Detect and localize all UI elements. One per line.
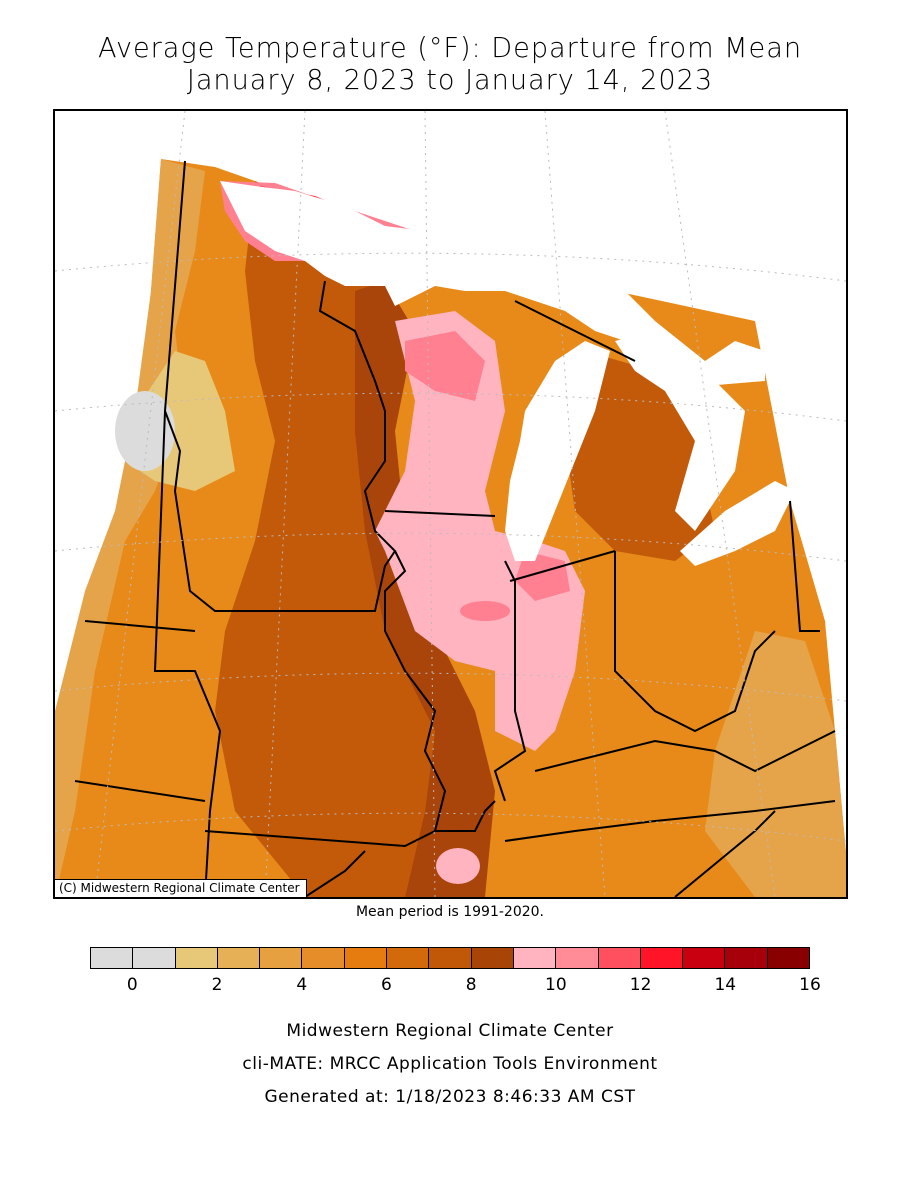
legend-cell-0 bbox=[91, 948, 134, 968]
legend-tick-label: 10 bbox=[545, 975, 567, 995]
legend-tick-label: 14 bbox=[714, 975, 737, 995]
temperature-departure-map bbox=[55, 111, 846, 897]
region-pink-south bbox=[436, 848, 480, 884]
region-rose-in bbox=[515, 551, 570, 601]
legend-tick-label: 12 bbox=[629, 975, 652, 995]
legend-tick-label: 2 bbox=[211, 975, 223, 995]
map-date-range: January 8, 2023 to January 14, 2023 bbox=[186, 63, 714, 96]
legend-cell-16 bbox=[767, 948, 810, 968]
region-rose-il bbox=[460, 601, 510, 621]
copyright-label: (C) Midwestern Regional Climate Center bbox=[55, 879, 307, 897]
region-gray bbox=[115, 391, 175, 471]
legend-cell-10 bbox=[513, 948, 557, 968]
legend-tick-label: 8 bbox=[465, 975, 477, 995]
legend-cell-11 bbox=[556, 948, 599, 968]
legend-cell-7 bbox=[387, 948, 430, 968]
color-legend-bar bbox=[90, 947, 810, 969]
canada-region bbox=[205, 111, 846, 351]
legend-cell-6 bbox=[344, 948, 388, 968]
lake-michigan bbox=[505, 341, 610, 561]
legend-cell-13 bbox=[640, 948, 684, 968]
map-title: Average Temperature (°F): Departure from… bbox=[97, 31, 803, 64]
legend-tick-label: 0 bbox=[126, 975, 138, 995]
legend-cell-4 bbox=[260, 948, 303, 968]
lake-superior bbox=[220, 181, 765, 386]
legend-cell-2 bbox=[175, 948, 218, 968]
footer-organization: Midwestern Regional Climate Center bbox=[286, 1021, 614, 1041]
footer-application: cli-MATE: MRCC Application Tools Environ… bbox=[242, 1054, 658, 1074]
mean-period-note: Mean period is 1991-2020. bbox=[355, 904, 545, 920]
lake-erie bbox=[680, 481, 795, 566]
legend-cell-14 bbox=[683, 948, 726, 968]
footer-generated-time: Generated at: 1/18/2023 8:46:33 AM CST bbox=[264, 1087, 636, 1107]
map-frame: (C) Midwestern Regional Climate Center bbox=[53, 109, 848, 899]
region-west-light bbox=[55, 159, 205, 897]
legend-cell-12 bbox=[598, 948, 641, 968]
region-rose-wi bbox=[405, 331, 485, 401]
region-pink bbox=[375, 311, 585, 751]
legend-cell-5 bbox=[302, 948, 345, 968]
legend-tick-label: 16 bbox=[799, 975, 821, 995]
legend-cell-8 bbox=[429, 948, 472, 968]
legend-cell-3 bbox=[217, 948, 261, 968]
legend-cell-15 bbox=[725, 948, 768, 968]
legend-tick-label: 6 bbox=[381, 975, 392, 995]
graticule bbox=[55, 111, 846, 897]
region-central-darkbrown bbox=[355, 281, 495, 897]
legend-cell-1 bbox=[133, 948, 176, 968]
legend-tick-label: 4 bbox=[296, 975, 308, 995]
lake-huron bbox=[615, 331, 745, 531]
legend-cell-9 bbox=[471, 948, 514, 968]
